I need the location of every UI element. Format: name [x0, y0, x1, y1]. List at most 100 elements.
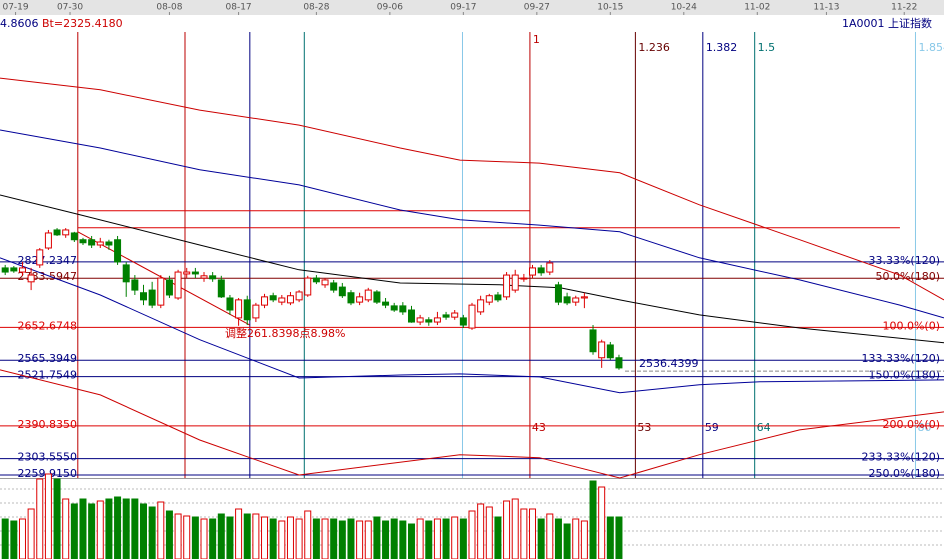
- volume-bar: [304, 510, 312, 559]
- x-tick-label: 09-06: [377, 3, 403, 13]
- candle-body: [485, 295, 493, 303]
- volume-bar: [356, 520, 364, 559]
- x-tick-label: 09-17: [450, 3, 476, 13]
- volume-bar: [338, 520, 346, 559]
- level-label: 2652.6748: [18, 319, 78, 332]
- volume-bar: [598, 486, 606, 559]
- volume-bar: [468, 510, 476, 559]
- candle-body: [330, 282, 338, 291]
- candle-body: [183, 271, 191, 275]
- candle-body: [252, 304, 260, 319]
- volume-bar: [529, 508, 537, 559]
- count-label: 64: [757, 421, 771, 434]
- volume-bar: [53, 478, 61, 559]
- candle-body: [27, 274, 35, 283]
- volume-bar: [442, 518, 450, 559]
- volume-bar: [157, 501, 165, 559]
- candle-body: [191, 271, 199, 275]
- volume-bar: [485, 506, 493, 559]
- x-tick-label: 08-28: [303, 3, 329, 13]
- candle-body: [261, 296, 269, 306]
- candle-body: [174, 271, 182, 299]
- volume-bar: [399, 520, 407, 559]
- volume-bar: [364, 520, 372, 559]
- volume-bar: [312, 518, 320, 559]
- info-value: Bt=2325.4180: [42, 17, 123, 30]
- symbol-code: 1A0001: [842, 17, 885, 30]
- volume-bar: [615, 516, 623, 559]
- x-tick-label: 09-27: [524, 3, 550, 13]
- candle-body: [494, 294, 502, 301]
- volume-bar: [554, 518, 562, 559]
- candle-body: [598, 341, 606, 359]
- level-ratio: 200.0%(0): [882, 418, 940, 431]
- volume-bar: [226, 516, 234, 559]
- candle-body: [477, 299, 485, 313]
- candle-body: [399, 305, 407, 313]
- candle-body: [70, 232, 78, 241]
- x-tick-label: 08-17: [226, 3, 252, 13]
- candle-body: [269, 295, 277, 301]
- volume-bar: [494, 516, 502, 559]
- volume-bar: [580, 520, 588, 559]
- x-tick-label: 08-08: [156, 3, 182, 13]
- volume-bar: [433, 518, 441, 559]
- candle-body: [96, 241, 104, 246]
- x-tick-label: 11-02: [744, 3, 770, 13]
- ratio-label: 1: [533, 33, 540, 46]
- candle-body: [226, 297, 234, 311]
- candle-body: [554, 284, 562, 303]
- projection-label: 2536.4399: [639, 357, 699, 370]
- x-tick-label: 07-19: [2, 3, 28, 13]
- volume-bar: [382, 520, 390, 559]
- volume-bar: [373, 516, 381, 559]
- volume-bar: [606, 516, 614, 559]
- x-tick-label: 10-24: [671, 3, 697, 13]
- volume-bar: [589, 480, 597, 559]
- candle-body: [157, 277, 165, 306]
- volume-bar: [36, 478, 44, 559]
- candle-body: [140, 292, 148, 301]
- candle-body: [589, 329, 597, 353]
- volume-bar: [416, 518, 424, 559]
- volume-bar: [191, 516, 199, 559]
- moving-average: [0, 369, 944, 479]
- volume-bar: [537, 518, 545, 559]
- candle-body: [312, 277, 320, 283]
- moving-average: [0, 129, 944, 319]
- x-tick-label: 07-30: [57, 3, 83, 13]
- level-ratio: 150.0%(180): [868, 369, 940, 382]
- volume-bar: [511, 498, 519, 559]
- candle-body: [425, 319, 433, 323]
- volume-bar: [200, 518, 208, 559]
- candle-body: [304, 277, 312, 296]
- volume-bar: [10, 520, 18, 559]
- volume-bar: [27, 508, 35, 559]
- candle-body: [537, 267, 545, 274]
- volume-bar: [278, 520, 286, 559]
- volume-bar: [546, 513, 554, 559]
- level-label: 2565.3949: [18, 352, 78, 365]
- candle-body: [10, 267, 18, 272]
- volume-bar: [243, 513, 251, 559]
- candle-body: [382, 301, 390, 306]
- candle-body: [546, 262, 554, 273]
- level-label: 2783.5947: [18, 270, 78, 283]
- candle-body: [615, 357, 623, 369]
- candle-body: [286, 295, 294, 304]
- candle-body: [148, 289, 156, 306]
- candle-body: [503, 274, 511, 298]
- candle-body: [200, 275, 208, 279]
- candle-body: [209, 275, 217, 280]
- volume-bar: [520, 508, 528, 559]
- volume-bar: [261, 516, 269, 559]
- candle-body: [407, 309, 415, 323]
- count-label: 53: [637, 421, 651, 434]
- date-bar: [0, 0, 944, 15]
- volume-bar: [140, 503, 148, 559]
- annotation-text: 调整261.8398点8.98%: [225, 326, 345, 340]
- level-ratio: 250.0%(180): [868, 467, 940, 480]
- volume-bar: [62, 498, 70, 559]
- level-ratio: 133.33%(120): [861, 352, 940, 365]
